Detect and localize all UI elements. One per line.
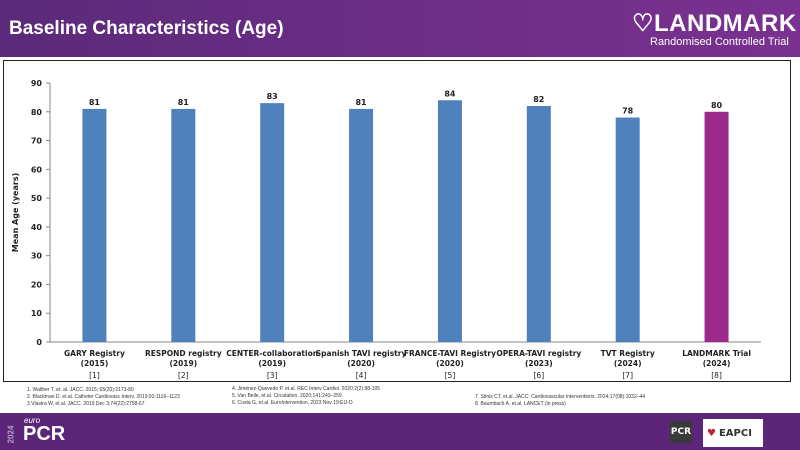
data-label: 84 — [444, 89, 456, 98]
y-tick-label: 40 — [31, 223, 43, 232]
header-bar: Baseline Characteristics (Age) ♡LANDMARK… — [0, 0, 800, 57]
reference: 3.Vlastra W, et.al. JACC. 2019 Dec 3;74(… — [27, 401, 145, 407]
references-col3: 7. Stinis CT, et.al. JACC: Cardiovascula… — [475, 394, 645, 408]
x-tick-label: RESPOND registry — [145, 349, 222, 358]
eapci-text: EAPCI — [718, 427, 752, 439]
x-tick-year: (2019) — [169, 359, 197, 368]
reference: 8. Baumbach A. et.al. LANCET (in press) — [475, 401, 566, 407]
x-tick-year: (2019) — [258, 359, 286, 368]
x-tick-ref: [3] — [267, 371, 278, 380]
bar — [349, 108, 374, 343]
y-tick-label: 60 — [31, 165, 43, 174]
data-label: 78 — [622, 107, 634, 116]
data-label: 81 — [89, 98, 101, 107]
x-tick-year: (2024) — [703, 359, 731, 368]
x-tick-label: FRANCE-TAVI Registry — [404, 349, 496, 358]
data-label: 80 — [711, 101, 723, 110]
reference: 2. Blackman D. et.al. Catheter Cardiovas… — [27, 394, 180, 400]
pcr-badge: PCR — [670, 421, 692, 443]
bar — [437, 100, 462, 342]
x-tick-label: TVT Registry — [601, 349, 655, 358]
bar — [260, 103, 285, 342]
x-tick-ref: [8] — [711, 371, 722, 380]
x-tick-label: LANDMARK Trial — [682, 349, 751, 358]
x-tick-year: (2023) — [525, 359, 553, 368]
bar — [615, 117, 640, 343]
y-tick-label: 20 — [31, 280, 43, 289]
y-tick-label: 50 — [31, 194, 43, 203]
bar — [171, 108, 196, 343]
chart-frame: 0 10 20 30 40 50 60 70 80 90 Mean Age (years) 81 GAR… — [3, 60, 791, 382]
reference: 6. Costa G, et.al. EuroIntervention, 202… — [232, 400, 353, 406]
x-tick-label: OPERA-TAVI registry — [496, 349, 581, 358]
y-tick-label: 30 — [31, 252, 43, 261]
reference: 5. Van Belle, et.al. Circulation. 2020;1… — [232, 393, 342, 399]
data-label: 83 — [267, 92, 278, 101]
x-tick-year: (2020) — [436, 359, 464, 368]
bar — [526, 106, 551, 342]
reference: 1. Walther T. et. al. JACC. 2015; 65(20)… — [27, 387, 134, 393]
reference: 7. Stinis CT, et.al. JACC: Cardiovascula… — [475, 394, 646, 400]
x-tick-ref: [7] — [622, 371, 633, 380]
x-tick-year: (2015) — [81, 359, 109, 368]
bar — [704, 111, 729, 343]
bar-chart: 0 10 20 30 40 50 60 70 80 90 Mean Age (years) 81 GAR… — [11, 79, 761, 380]
x-tick-ref: [5] — [445, 371, 456, 380]
references-col2: 4. Jiménez-Quevedo P. et.al. REC Interv … — [232, 386, 380, 407]
data-label: 81 — [178, 98, 190, 107]
y-tick-label: 80 — [31, 108, 43, 117]
x-tick-ref: [1] — [89, 371, 100, 380]
logo-main: LANDMARK — [654, 10, 797, 37]
logo-euro: euro — [24, 416, 41, 425]
logo-sub: Randomised Controlled Trial — [650, 36, 789, 48]
x-tick-ref: [2] — [178, 371, 189, 380]
logo-pcr: PCR — [23, 423, 66, 445]
logo-year: 2024 — [6, 425, 16, 444]
references-col1: 1. Walther T. et. al. JACC. 2015; 65(20)… — [27, 387, 180, 408]
y-axis-label: Mean Age (years) — [11, 173, 20, 252]
page-title: Baseline Characteristics (Age) — [9, 18, 284, 39]
footer-bar — [0, 413, 800, 450]
eapci-logo: ♥ EAPCI — [703, 419, 763, 447]
y-tick-label: 10 — [31, 309, 43, 318]
bar — [82, 108, 107, 343]
y-tick-label: 0 — [36, 338, 42, 347]
heart-icon: ♡ — [632, 10, 655, 37]
x-tick-label: CENTER-collaboration — [226, 349, 318, 358]
x-tick-label: Spanish TAVI registry — [316, 349, 407, 358]
y-tick-label: 90 — [31, 79, 43, 88]
heart-icon: ♥ — [707, 427, 716, 439]
y-tick-label: 70 — [31, 137, 43, 146]
data-label: 82 — [533, 95, 544, 104]
x-tick-year: (2024) — [614, 359, 642, 368]
reference: 4. Jiménez-Quevedo P. et.al. REC Interv … — [232, 386, 381, 392]
x-tick-year: (2020) — [347, 359, 375, 368]
x-tick-ref: [4] — [356, 371, 367, 380]
data-label: 81 — [355, 98, 367, 107]
x-tick-ref: [6] — [534, 371, 545, 380]
x-tick-label: GARY Registry — [64, 349, 125, 358]
landmark-logo: ♡LANDMARK Randomised Controlled Trial — [632, 10, 797, 49]
